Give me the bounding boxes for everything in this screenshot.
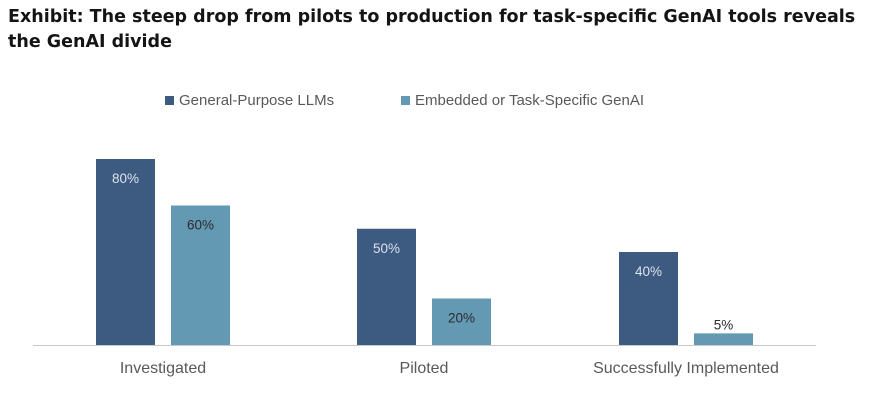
legend-item-general-purpose: General-Purpose LLMs — [165, 90, 334, 110]
data-label-embedded-or-task-specific-genai-investigated: 60% — [187, 218, 214, 233]
bar-embedded-or-task-specific-genai-piloted — [432, 298, 491, 345]
legend-swatch-embedded — [401, 95, 410, 105]
x-tick-label-investigated: Investigated — [120, 360, 206, 377]
legend-swatch-general-purpose — [165, 95, 174, 105]
chart-legend: General-Purpose LLMs Embedded or Task-Sp… — [0, 90, 877, 110]
legend-item-embedded: Embedded or Task-Specific GenAI — [401, 90, 644, 110]
data-label-general-purpose-llms-piloted: 50% — [373, 241, 400, 256]
chart-title: Exhibit: The steep drop from pilots to p… — [8, 7, 856, 52]
data-label-embedded-or-task-specific-genai-piloted: 20% — [448, 311, 475, 326]
bar-general-purpose-llms-piloted — [357, 228, 416, 345]
data-label-general-purpose-llms-successfully-implemented: 40% — [635, 264, 662, 279]
bar-embedded-or-task-specific-genai-investigated — [171, 205, 230, 345]
x-tick-label-successfully-implemented: Successfully Implemented — [593, 360, 779, 377]
data-label-embedded-or-task-specific-genai-successfully-implemented: 5% — [714, 317, 734, 332]
data-label-general-purpose-llms-investigated: 80% — [112, 171, 139, 186]
bar-general-purpose-llms-successfully-implemented — [619, 252, 678, 345]
bar-embedded-or-task-specific-genai-successfully-implemented — [694, 333, 753, 345]
legend-label-embedded: Embedded or Task-Specific GenAI — [415, 91, 645, 109]
bar-general-purpose-llms-investigated — [96, 159, 155, 345]
x-tick-label-piloted: Piloted — [400, 360, 449, 377]
legend-label-general-purpose: General-Purpose LLMs — [179, 91, 335, 109]
